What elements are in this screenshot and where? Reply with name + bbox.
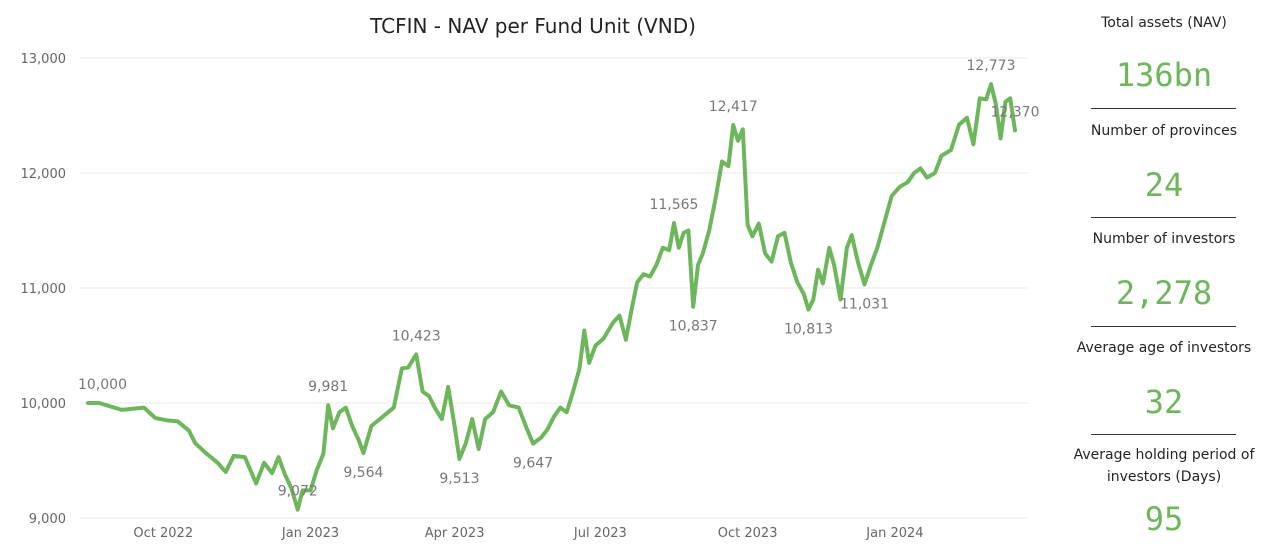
data-label: 12,417 xyxy=(709,99,758,115)
x-tick-label: Jan 2024 xyxy=(865,526,923,541)
y-tick-label: 9,000 xyxy=(29,512,66,527)
x-tick-label: Jul 2023 xyxy=(573,526,627,541)
data-label: 10,000 xyxy=(78,377,127,393)
nav-line-chart: 9,000 10,000 11,000 12,000 13,000 Oct 2022 Ja… xyxy=(21,52,1040,541)
kpi-divider xyxy=(1091,434,1236,435)
y-tick-label: 13,000 xyxy=(21,52,67,67)
data-label: 9,981 xyxy=(308,379,348,395)
kpi-value-average-age: 32 xyxy=(1144,383,1184,421)
data-labels: 10,000 9,072 9,981 9,564 10,423 9,513 9,647 11,… xyxy=(78,58,1040,500)
x-tick-label: Oct 2022 xyxy=(133,526,193,541)
y-tick-label: 10,000 xyxy=(21,397,67,412)
kpi-total-assets: Total assets (NAV) xyxy=(1062,12,1266,34)
data-label: 10,423 xyxy=(392,328,441,344)
kpi-label: Average age of investors xyxy=(1076,340,1252,356)
kpi-holding-period: Average holding period of investors (Day… xyxy=(1062,444,1266,488)
y-axis-ticks: 9,000 10,000 11,000 12,000 13,000 xyxy=(21,52,67,527)
data-label: 10,813 xyxy=(784,322,833,338)
data-label: 12,370 xyxy=(991,104,1040,120)
kpi-divider xyxy=(1091,326,1236,327)
x-tick-label: Jan 2023 xyxy=(281,526,339,541)
kpi-label: Number of provinces xyxy=(1090,123,1238,139)
data-label: 10,837 xyxy=(669,319,718,335)
data-label: 11,031 xyxy=(840,296,889,312)
kpi-provinces: Number of provinces xyxy=(1062,120,1266,142)
grid-layer xyxy=(80,57,1028,519)
kpi-value-total-assets: 136bn xyxy=(1115,56,1213,94)
y-tick-label: 11,000 xyxy=(21,282,67,297)
data-label: 12,773 xyxy=(966,58,1015,74)
kpi-label: Number of investors xyxy=(1092,231,1236,247)
kpi-investors: Number of investors xyxy=(1062,228,1266,250)
chart-title: TCFIN - NAV per Fund Unit (VND) xyxy=(370,14,696,38)
x-tick-label: Apr 2023 xyxy=(425,526,485,541)
kpi-panel: Total assets (NAV) 136bn Number of provi… xyxy=(1062,0,1266,552)
kpi-label: Average holding period of investors (Day… xyxy=(1073,447,1255,485)
nav-series-line xyxy=(86,82,1017,512)
data-label: 9,072 xyxy=(278,484,318,500)
kpi-divider xyxy=(1091,108,1236,109)
kpi-value-holding-period: 95 xyxy=(1144,500,1184,538)
data-label: 9,513 xyxy=(439,471,479,487)
data-label: 9,647 xyxy=(513,456,553,472)
kpi-value-investors: 2,278 xyxy=(1115,274,1213,312)
kpi-divider xyxy=(1091,217,1236,218)
x-tick-label: Oct 2023 xyxy=(718,526,778,541)
kpi-value-provinces: 24 xyxy=(1144,166,1184,204)
x-axis-ticks: Oct 2022 Jan 2023 Apr 2023 Jul 2023 Oct 2023… xyxy=(133,526,923,541)
kpi-label: Total assets (NAV) xyxy=(1101,15,1227,31)
y-tick-label: 12,000 xyxy=(21,167,67,182)
kpi-average-age: Average age of investors xyxy=(1062,337,1266,359)
data-label: 9,564 xyxy=(343,465,383,481)
data-label: 11,565 xyxy=(649,197,698,213)
